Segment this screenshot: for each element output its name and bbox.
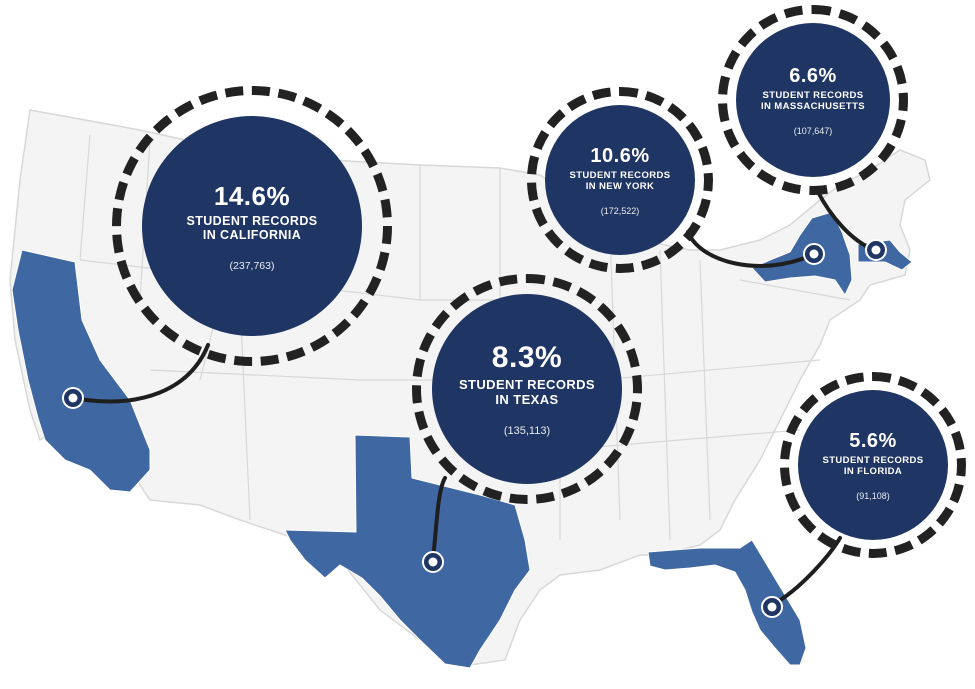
callout-label-line2: IN TEXAS — [495, 392, 559, 407]
connector-new-york — [686, 230, 814, 268]
dashed-ring-florida — [780, 372, 966, 558]
marker-california — [62, 387, 84, 409]
callout-percent: 6.6% — [789, 64, 837, 87]
callout-count: (107,647) — [793, 125, 833, 136]
connector-texas — [431, 476, 447, 562]
dashed-ring-california — [112, 86, 392, 366]
marker-massachusetts — [865, 239, 887, 261]
callout-count: (135,113) — [503, 425, 551, 437]
state-california — [11, 249, 151, 493]
dashed-ring-texas — [412, 274, 642, 504]
state-florida — [647, 539, 807, 666]
marker-new-york — [803, 243, 825, 265]
callout-label-line1: STUDENT RECORDS — [569, 169, 671, 181]
callout-label-line1: STUDENT RECORDS — [186, 213, 318, 228]
dashed-ring-new-york — [527, 87, 713, 273]
dashed-ring-massachusetts — [718, 5, 908, 195]
callout-percent: 5.6% — [849, 429, 897, 452]
callout-count: (91,108) — [856, 490, 890, 501]
marker-florida — [761, 596, 783, 618]
callout-label-line2: IN FLORIDA — [843, 465, 903, 477]
callout-new-york: 10.6% STUDENT RECORDS IN NEW YORK (172,5… — [545, 105, 695, 255]
callout-label-line1: STUDENT RECORDS — [762, 89, 864, 101]
connector-california — [71, 343, 210, 404]
callout-label-line1: STUDENT RECORDS — [822, 454, 924, 466]
callout-california: 14.6% STUDENT RECORDS IN CALIFORNIA (237… — [142, 116, 362, 336]
callout-florida: 5.6% STUDENT RECORDS IN FLORIDA (91,108) — [798, 390, 948, 540]
callout-percent: 8.3% — [491, 341, 563, 374]
callout-percent: 14.6% — [213, 180, 291, 211]
callout-label-line2: IN NEW YORK — [585, 180, 655, 192]
markers — [62, 239, 887, 618]
callout-label-line1: STUDENT RECORDS — [458, 377, 595, 392]
state-texas — [284, 434, 531, 669]
callout-count: (237,763) — [229, 259, 275, 272]
callout-count: (172,522) — [600, 205, 640, 216]
callout-massachusetts: 6.6% STUDENT RECORDS IN MASSACHUSETTS (1… — [736, 23, 890, 177]
callout-label-line2: IN MASSACHUSETTS — [760, 100, 866, 112]
callout-texas: 8.3% STUDENT RECORDS IN TEXAS (135,113) — [432, 294, 622, 484]
state-new-york — [751, 211, 853, 297]
callout-percent: 10.6% — [590, 144, 650, 167]
marker-texas — [422, 551, 444, 573]
callout-label-line2: IN CALIFORNIA — [202, 227, 302, 242]
